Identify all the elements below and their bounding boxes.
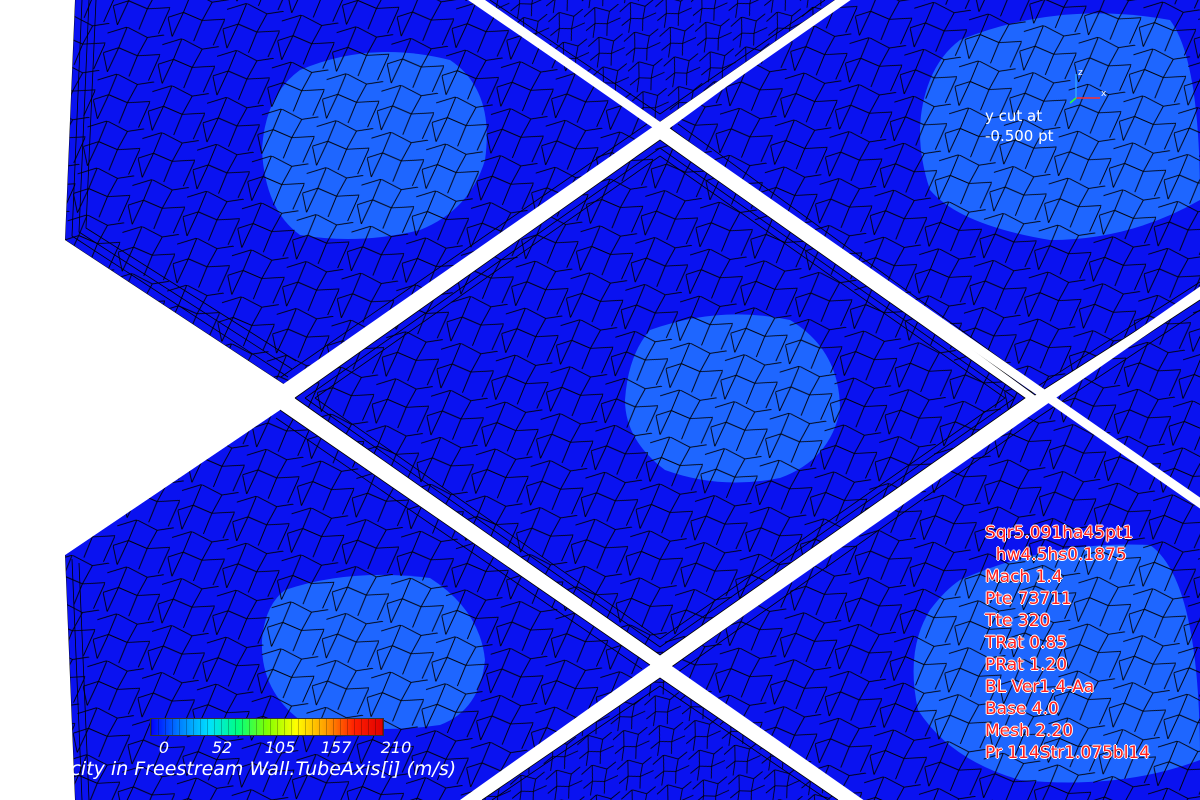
parameter-line: TRat 0.85 <box>985 633 1068 653</box>
left-void-upper <box>0 0 285 398</box>
triad-z-label: z <box>1078 68 1083 78</box>
parameter-line: Base 4.0 <box>985 699 1059 719</box>
colorbar-tick: 105 <box>264 738 296 757</box>
legend-caption: Velocity in Freestream Wall.TubeAxis[i] … <box>30 758 457 780</box>
colorbar-tick: 210 <box>380 738 412 757</box>
cut-label-line2: -0.500 pt <box>985 127 1054 145</box>
parameter-line: Sqr5.091ha45pt1 <box>985 523 1134 543</box>
parameter-line: hw4.5hs0.1875 <box>985 545 1127 565</box>
parameter-line: Mesh 2.20 <box>985 721 1074 741</box>
parameter-line: Pte 73711 <box>985 589 1072 609</box>
colorbar-tick: 157 <box>320 738 352 757</box>
section-cut-label: y cut at -0.500 pt <box>985 106 1054 146</box>
triad-y-axis <box>1069 97 1077 104</box>
cut-label-line1: y cut at <box>985 107 1043 125</box>
simulation-parameters: Sqr5.091ha45pt1 hw4.5hs0.1875 Mach 1.4 Pte… <box>985 522 1150 764</box>
axis-triad-icon: x z y <box>1069 68 1106 104</box>
colorbar-tick: 0 <box>158 738 170 757</box>
parameter-line: PRat 1.20 <box>985 655 1068 675</box>
colorbar-tick: 52 <box>211 738 233 757</box>
parameter-line: BL Ver1.4-Aa <box>985 677 1095 697</box>
colorbar <box>150 718 384 736</box>
parameter-line: Pr 114Str1.075bl14 <box>985 743 1151 763</box>
parameter-line: Tte 320 <box>985 611 1051 631</box>
parameter-line: Mach 1.4 <box>985 567 1063 587</box>
triad-x-label: x <box>1101 89 1106 99</box>
color-legend: 0 52 105 157 210 <box>150 718 412 757</box>
left-void-lower <box>0 398 285 800</box>
colorbar-ticks: 0 52 105 157 210 <box>150 736 412 757</box>
